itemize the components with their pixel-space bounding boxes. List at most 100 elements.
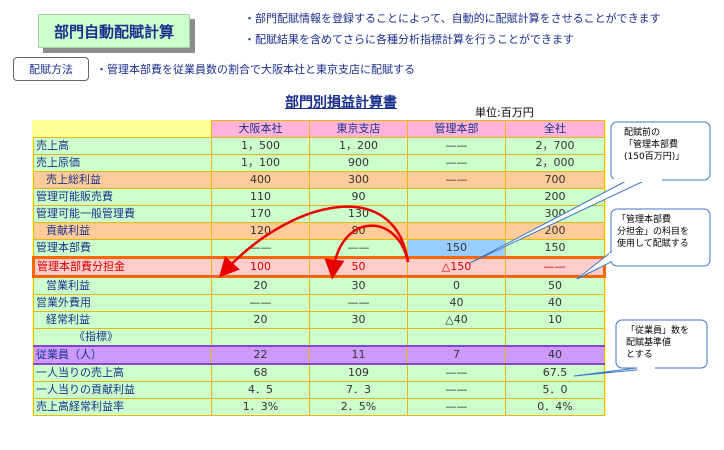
- table-cell: [407, 205, 506, 223]
- table-cell: [407, 222, 506, 240]
- table-cell: 170: [211, 205, 310, 223]
- table-header-row: 大阪本社 東京支店 管理本部 全社: [33, 120, 605, 138]
- callout-text-3: 「従業員」数を 配賦基準値 とする: [626, 326, 690, 360]
- allocation-method-text: ・管理本部費を従業員数の割合で大阪本社と東京支店に配賦する: [96, 63, 415, 76]
- table-cell: 1．3%: [211, 398, 310, 416]
- table-cell: 20: [211, 276, 310, 295]
- row-label: 一人当りの売上高: [33, 363, 212, 382]
- row-label: 営業外費用: [33, 294, 212, 312]
- table-row: 売上高 1，500 1，200 —— 2，700: [33, 137, 605, 155]
- table-cell: 5．0: [505, 381, 605, 399]
- table-cell: 109: [309, 363, 408, 382]
- table-cell: 1，500: [211, 137, 310, 155]
- table-cell: [211, 328, 310, 347]
- table-cell: 150: [407, 239, 506, 258]
- report-title: 部門別損益計算書: [285, 95, 397, 111]
- column-header: 管理本部: [407, 120, 506, 138]
- row-label: 管理可能販売費: [33, 188, 212, 206]
- table-cell: 30: [309, 276, 408, 295]
- table-cell: △40: [407, 311, 506, 329]
- row-label: 一人当りの貢献利益: [33, 381, 212, 399]
- column-header: 東京支店: [309, 120, 408, 138]
- table-row: 一人当りの貢献利益 4．5 7．3 —— 5．0: [33, 381, 605, 399]
- table-row: 売上総利益 400 300 —— 700: [33, 171, 605, 189]
- table-cell: 30: [309, 311, 408, 329]
- table-row: 売上原価 1，100 900 —— 2，000: [33, 154, 605, 172]
- table-cell: 0．4%: [505, 398, 605, 416]
- table-row: 一人当りの売上高 68 109 —— 67.5: [33, 363, 605, 382]
- table-row: 貢献利益 120 80 200: [33, 222, 605, 240]
- table-cell: 110: [211, 188, 310, 206]
- table-row: 管理可能一般管理費 170 130 300: [33, 205, 605, 223]
- row-label: 営業利益: [33, 276, 212, 295]
- table-cell: 0: [407, 276, 506, 295]
- table-row: 《指標》: [33, 328, 605, 347]
- table-cell: ——: [505, 256, 606, 278]
- table-cell: 1，200: [309, 137, 408, 155]
- row-label: 管理本部費分担金: [32, 256, 212, 278]
- table-cell: 90: [309, 188, 408, 206]
- table-cell: 22: [211, 345, 310, 365]
- column-header: 大阪本社: [211, 120, 310, 138]
- table-row: 営業利益 20 30 0 50: [33, 276, 605, 295]
- table-row: 管理可能販売費 110 90 200: [33, 188, 605, 206]
- table-cell: 7: [407, 345, 506, 365]
- table-cell: 150: [505, 239, 605, 258]
- table-cell: ——: [407, 398, 506, 416]
- table-cell: 200: [505, 188, 605, 206]
- description-line-2: ・配賦結果を含めてさらに各種分析指標計算を行うことができます: [244, 33, 574, 46]
- page-title: 部門自動配賦計算: [38, 14, 190, 48]
- table-cell: [505, 328, 605, 347]
- table-row: 管理本部費 —— —— 150 150: [33, 239, 605, 258]
- row-label: 売上総利益: [33, 171, 212, 189]
- table-cell: 120: [211, 222, 310, 240]
- header-corner: [33, 120, 212, 138]
- table-cell: ——: [309, 239, 408, 258]
- table-cell: 2，000: [505, 154, 605, 172]
- table-row-highlighted: 管理本部費分担金 100 50 △150 ——: [32, 256, 606, 278]
- row-label: 《指標》: [33, 328, 212, 347]
- unit-label: 単位:百万円: [475, 106, 534, 119]
- row-label: 売上高経常利益率: [33, 398, 212, 416]
- table-cell: 40: [505, 294, 605, 312]
- table-cell: [407, 328, 506, 347]
- table-cell: 11: [309, 345, 408, 365]
- description-line-1: ・部門配賦情報を登録することによって、自動的に配賦計算をさせることができます: [244, 12, 661, 25]
- table-cell: [407, 188, 506, 206]
- table-cell: △150: [407, 256, 506, 278]
- profit-loss-table: 大阪本社 東京支店 管理本部 全社 売上高 1，500 1，200 —— 2，7…: [32, 120, 606, 416]
- table-cell: 50: [309, 256, 408, 278]
- table-cell: 2，700: [505, 137, 605, 155]
- table-cell: ——: [407, 363, 506, 382]
- table-cell: 80: [309, 222, 408, 240]
- table-cell: 400: [211, 171, 310, 189]
- row-label: 管理可能一般管理費: [33, 205, 212, 223]
- table-row: 売上高経常利益率 1．3% 2．5% —— 0．4%: [33, 398, 605, 416]
- table-cell: ——: [309, 294, 408, 312]
- table-cell: 40: [505, 345, 605, 365]
- table-cell: 300: [505, 205, 605, 223]
- table-cell: ——: [211, 294, 310, 312]
- table-cell: 7．3: [309, 381, 408, 399]
- table-cell: 300: [309, 171, 408, 189]
- table-cell: 68: [211, 363, 310, 382]
- table-cell: 20: [211, 311, 310, 329]
- table-cell: ——: [407, 137, 506, 155]
- callout-text-2: 「管理本部費 分担金」の科目を 使用して配賦する: [617, 215, 690, 249]
- table-cell: 40: [407, 294, 506, 312]
- table-cell: ——: [211, 239, 310, 258]
- callout-text-1: 配賦前の 「管理本部費 (150百万円)」: [624, 128, 685, 162]
- allocation-method-button[interactable]: 配賦方法: [13, 57, 89, 81]
- table-cell: [309, 328, 408, 347]
- row-label: 従業員（人）: [33, 345, 212, 365]
- row-label: 管理本部費: [33, 239, 212, 258]
- column-header: 全社: [505, 120, 605, 138]
- table-row: 営業外費用 —— —— 40 40: [33, 294, 605, 312]
- table-row-employees: 従業員（人） 22 11 7 40: [33, 345, 605, 365]
- row-label: 貢献利益: [33, 222, 212, 240]
- table-cell: 1，100: [211, 154, 310, 172]
- table-cell: 10: [505, 311, 605, 329]
- table-cell: 900: [309, 154, 408, 172]
- row-label: 売上原価: [33, 154, 212, 172]
- table-cell: 50: [505, 276, 605, 295]
